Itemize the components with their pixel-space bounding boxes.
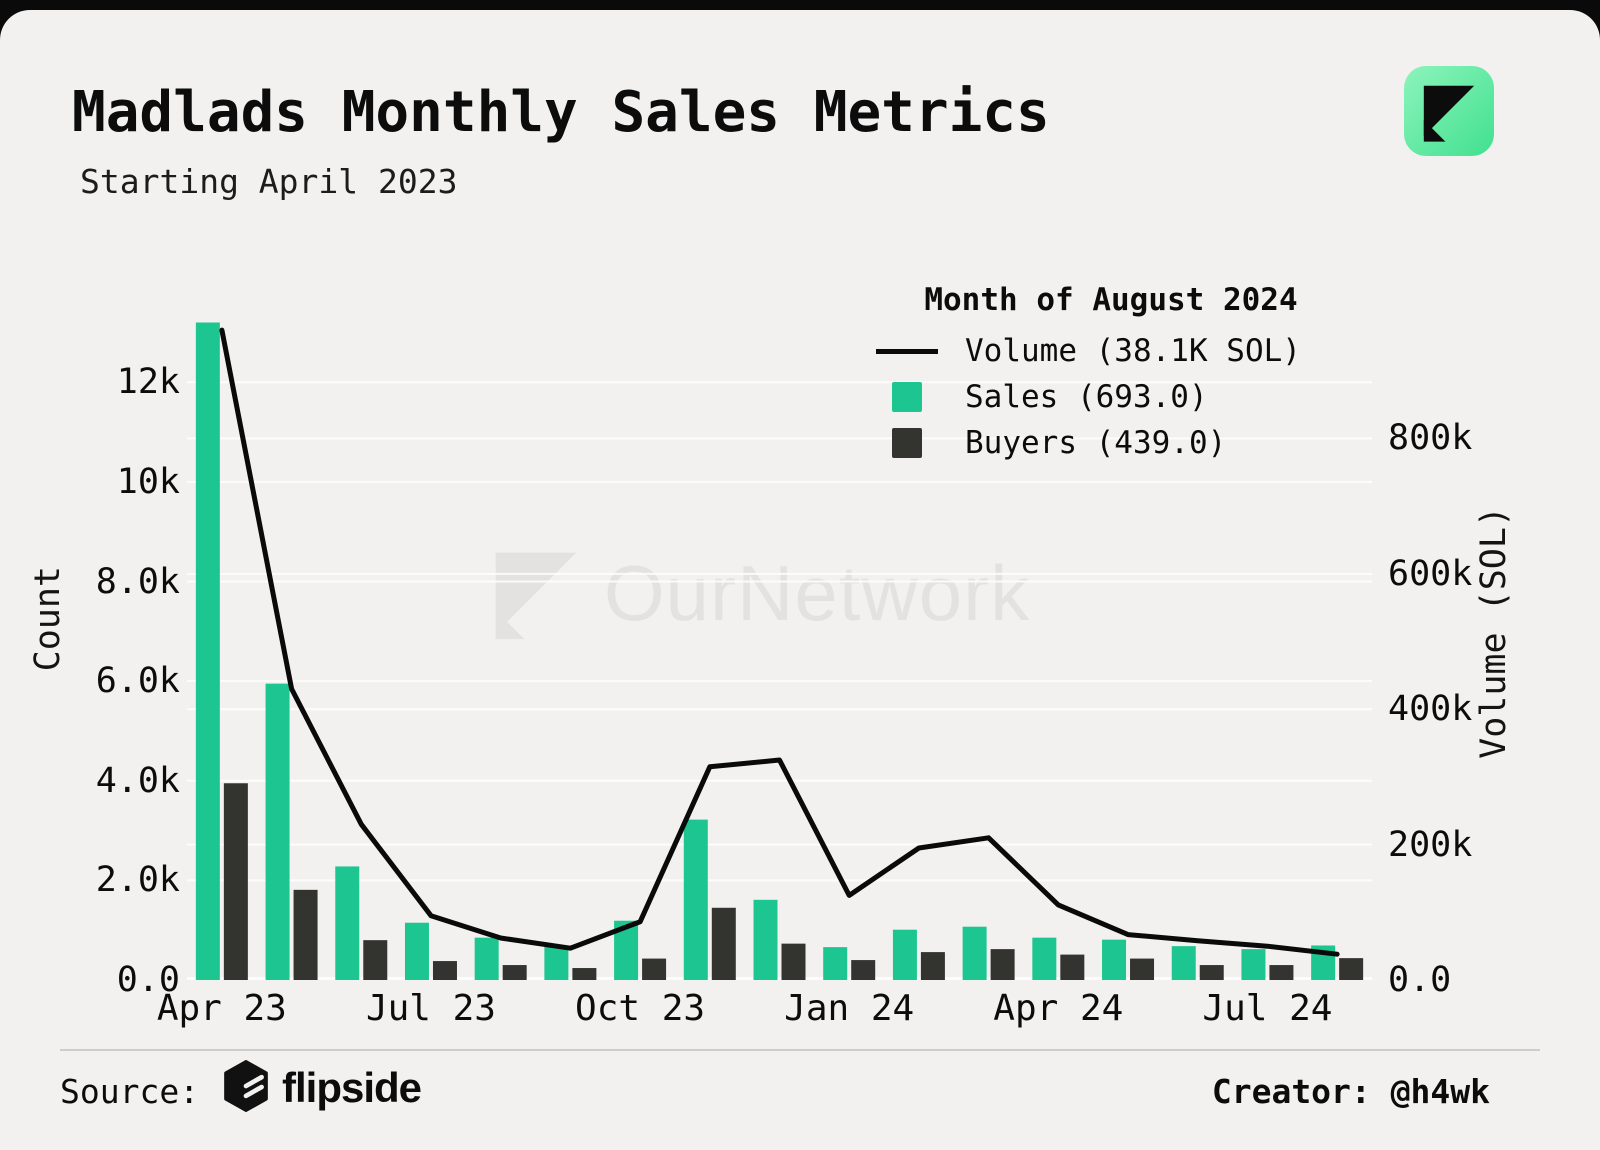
buyers-bar	[432, 961, 457, 980]
watermark-text: OurNetwork	[604, 548, 1031, 637]
sales-bar	[404, 922, 429, 980]
sales-bar	[753, 899, 778, 980]
ournetwork-logo-icon	[1423, 85, 1475, 142]
left-axis-tick: 4.0k	[95, 760, 180, 801]
buyers-bar	[502, 965, 527, 980]
legend-item-sales: Sales (693.0)	[876, 374, 1346, 420]
sales-bar	[544, 946, 569, 980]
buyers-bar	[223, 783, 248, 980]
legend-label-volume: Volume (38.1K SOL)	[965, 333, 1301, 369]
x-axis-tick: Apr 23	[156, 988, 287, 1029]
legend-item-volume: Volume (38.1K SOL)	[876, 328, 1346, 374]
buyers-bar	[1339, 958, 1364, 980]
legend-item-buyers: Buyers (439.0)	[876, 420, 1346, 466]
chart-legend: Month of August 2024 Volume (38.1K SOL) …	[876, 282, 1346, 466]
buyers-bar	[1060, 954, 1085, 980]
left-axis-tick: 0.0	[116, 960, 180, 1000]
buyers-bar	[363, 940, 388, 980]
buyers-bar	[711, 907, 736, 980]
watermark: OurNetwork	[488, 545, 1030, 641]
buyers-bar	[851, 960, 876, 980]
legend-label-buyers: Buyers (439.0)	[965, 425, 1227, 461]
sales-bar	[1241, 949, 1266, 980]
page-title: Madlads Monthly Sales Metrics	[72, 80, 1050, 145]
flipside-logo-icon	[224, 1060, 268, 1112]
buyers-swatch	[876, 428, 938, 458]
buyers-bar	[293, 889, 318, 980]
sales-bar	[265, 683, 290, 980]
footer-source-label: Source:	[60, 1072, 200, 1111]
sales-bar	[1171, 946, 1196, 980]
buyers-bar	[642, 958, 667, 980]
x-axis-tick: Apr 24	[993, 988, 1124, 1029]
sales-bar	[1102, 939, 1127, 980]
volume-line	[219, 327, 1340, 957]
buyers-bar	[990, 949, 1015, 980]
page-subtitle: Starting April 2023	[80, 162, 458, 201]
sales-bar	[474, 937, 499, 980]
sales-bar	[823, 947, 848, 980]
legend-label-sales: Sales (693.0)	[965, 379, 1208, 415]
x-axis-tick: Jul 23	[365, 988, 496, 1029]
buyers-bar	[1130, 958, 1155, 980]
legend-title: Month of August 2024	[924, 282, 1298, 318]
sales-bar	[962, 926, 987, 980]
right-axis-tick: 200k	[1388, 824, 1473, 865]
right-axis-tick: 0.0	[1388, 960, 1452, 1000]
sales-bar	[335, 866, 360, 980]
ournetwork-app-icon	[1404, 66, 1494, 156]
volume-line-swatch	[876, 348, 938, 354]
footer-creator: Creator: @h4wk	[1211, 1072, 1490, 1111]
sales-bar	[1032, 937, 1057, 980]
buyers-bar	[572, 968, 597, 980]
buyers-bar	[1269, 965, 1294, 980]
buyers-bar	[1199, 965, 1224, 980]
x-axis-tick: Jul 24	[1202, 988, 1333, 1029]
left-axis-tick: 2.0k	[95, 860, 180, 901]
footer-divider	[60, 1049, 1540, 1051]
sales-swatch	[876, 382, 938, 412]
footer-source-name: flipside	[282, 1064, 422, 1111]
left-axis-title: Count	[28, 566, 68, 672]
x-axis-tick: Oct 23	[575, 988, 706, 1029]
chart-plot-area	[187, 322, 1372, 980]
x-axis-tick: Jan 24	[784, 988, 915, 1029]
sales-bar	[195, 322, 220, 980]
buyers-bar	[781, 943, 806, 980]
sales-bar	[892, 929, 917, 980]
right-axis-title: Volume (SOL)	[1474, 506, 1514, 759]
buyers-bar	[920, 952, 945, 980]
left-axis-tick: 12k	[116, 362, 180, 403]
right-axis-tick: 800k	[1388, 418, 1473, 459]
left-axis-tick: 10k	[116, 461, 180, 502]
sales-bar	[683, 819, 708, 980]
